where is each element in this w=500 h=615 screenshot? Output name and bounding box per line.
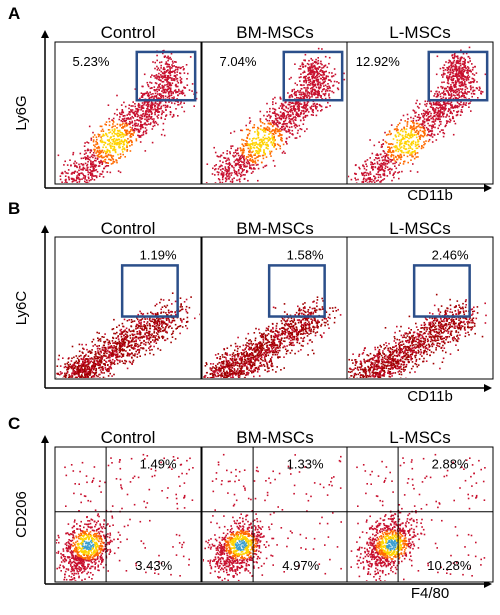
plot-control: [54, 41, 202, 185]
plot-control: [54, 446, 202, 583]
event-dots: [203, 453, 342, 581]
plot-frame: [346, 41, 494, 185]
gate-percentage: 2.88%: [432, 457, 469, 472]
plot-l-mscs: [346, 41, 494, 185]
group-title: L-MSCs: [389, 219, 450, 238]
x-axis-arrowhead: [484, 384, 492, 392]
gate-box: [120, 264, 179, 318]
gate-box: [282, 50, 344, 102]
gate-percentage: 7.04%: [220, 54, 257, 69]
gate-box: [267, 264, 326, 318]
plot-bm-mscs: [201, 41, 349, 185]
gate-percentage: 3.43%: [135, 558, 172, 573]
group-title: Control: [101, 428, 156, 447]
gate-percentage: 12.92%: [356, 54, 401, 69]
gate-percentage: 1.33%: [287, 457, 324, 472]
panel-letter: A: [8, 4, 20, 23]
gate-box: [427, 50, 489, 102]
group-title: BM-MSCs: [236, 428, 313, 447]
gate-box: [412, 264, 471, 318]
plot-l-mscs: [346, 236, 494, 380]
gate-percentage: 5.23%: [73, 54, 110, 69]
panel-c: [41, 435, 494, 588]
y-axis-label: CD206: [13, 491, 30, 538]
event-dots: [348, 293, 487, 378]
plot-l-mscs: [346, 446, 494, 583]
panel-letter: C: [8, 414, 20, 433]
group-title: L-MSCs: [389, 23, 450, 42]
gate-percentage: 1.49%: [140, 457, 177, 472]
plot-bm-mscs: [201, 446, 349, 583]
y-axis-arrowhead: [41, 225, 49, 233]
plot-frame: [346, 236, 494, 380]
group-title: Control: [101, 23, 156, 42]
x-axis-label: CD11b: [407, 187, 453, 204]
y-axis-arrowhead: [41, 435, 49, 443]
event-dots: [350, 453, 486, 581]
y-axis-label: Ly6G: [13, 95, 30, 130]
plot-control: [54, 236, 202, 380]
group-title: L-MSCs: [389, 428, 450, 447]
group-title: BM-MSCs: [236, 23, 313, 42]
plot-frame: [54, 41, 202, 185]
y-axis-arrowhead: [41, 30, 49, 38]
plot-bm-mscs: [201, 236, 349, 380]
gate-percentage: 4.97%: [282, 558, 319, 573]
gate-percentage: 1.19%: [140, 248, 177, 263]
x-axis-arrowhead: [484, 184, 492, 192]
gate-percentage: 10.28%: [427, 558, 472, 573]
x-axis-label: F4/80: [411, 585, 449, 602]
group-title: BM-MSCs: [236, 219, 313, 238]
gate-percentage: 1.58%: [287, 248, 324, 263]
event-dots: [203, 296, 342, 378]
plot-frame: [54, 446, 202, 583]
panel-b: [41, 225, 494, 392]
event-dots: [57, 49, 198, 183]
event-dots: [56, 453, 194, 581]
x-axis-label: CD11b: [407, 388, 453, 405]
gate-box: [135, 50, 197, 102]
panel-letter: B: [8, 199, 20, 218]
y-axis-label: Ly6C: [13, 291, 30, 326]
group-title: Control: [101, 219, 156, 238]
panel-a: [41, 30, 494, 192]
event-dots: [56, 292, 200, 378]
gate-percentage: 2.46%: [432, 248, 469, 263]
event-dots: [348, 46, 488, 183]
